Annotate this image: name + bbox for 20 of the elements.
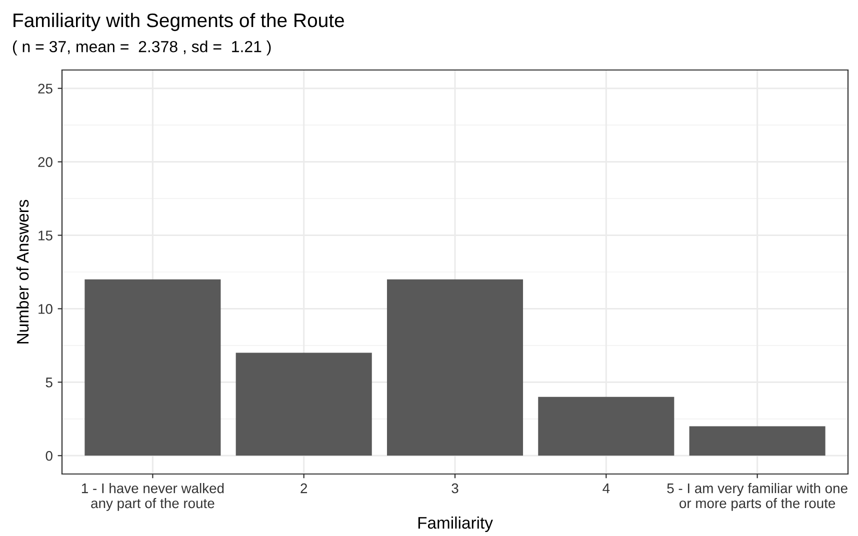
x-tick-label: 1 - I have never walked any part of the route (82, 483, 224, 511)
bar (236, 352, 372, 456)
bar (538, 396, 674, 456)
chart-subtitle: ( n = 37, mean = 2.378 , sd = 1.21 ) (12, 40, 271, 56)
y-tick-label: 0 (46, 450, 52, 461)
y-tick-label: 25 (38, 84, 52, 94)
y-tick-label: 10 (38, 304, 52, 314)
x-tick-label: 5 - I am very familiar with one or more parts of the route (667, 483, 848, 511)
chart-title: Familiarity with Segments of the Route (14, 12, 344, 32)
y-tick-label: 20 (38, 157, 52, 167)
bar (386, 279, 524, 456)
x-tick-label: 3 (452, 483, 458, 494)
x-tick-label: 2 (300, 483, 308, 494)
x-tick-label: 4 (602, 484, 610, 494)
bar (84, 279, 221, 456)
bar (689, 426, 826, 456)
y-axis-title: Number of Answers (16, 200, 29, 344)
x-axis-title: Familiarity (418, 516, 493, 532)
y-tick-label: 5 (46, 378, 52, 388)
y-tick-label: 15 (38, 230, 52, 240)
